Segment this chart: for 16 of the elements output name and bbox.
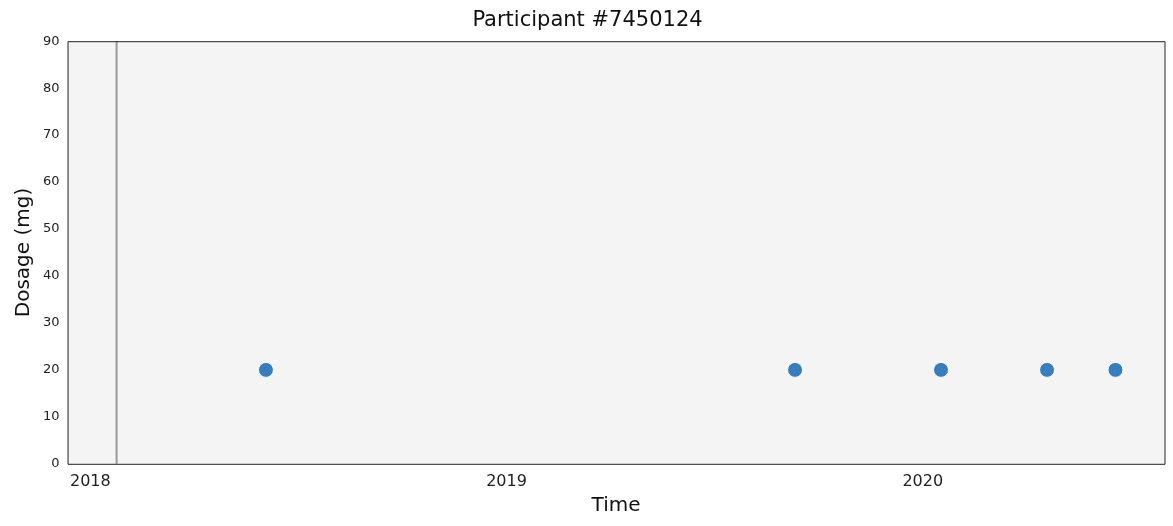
y-tick-label: 70 [43,126,60,142]
y-tick-label: 30 [43,314,60,330]
chart-title: Participant #7450124 [472,7,703,32]
y-tick-label: 50 [43,220,60,236]
x-tick-label: 2019 [486,470,527,490]
y-tick-label: 20 [43,361,60,377]
y-tick-label: 40 [43,267,60,283]
y-tick-label: 80 [43,79,60,95]
y-tick-label: 10 [43,408,60,424]
y-tick-label: 60 [43,173,60,189]
x-axis-title: Time [590,492,641,517]
x-tick-label: 2018 [69,470,111,490]
y-axis-title: Dosage (mg) [10,187,35,318]
y-tick-label: 90 [43,32,60,48]
x-tick-label: 2020 [902,470,944,490]
y-tick-label: 0 [51,455,60,471]
